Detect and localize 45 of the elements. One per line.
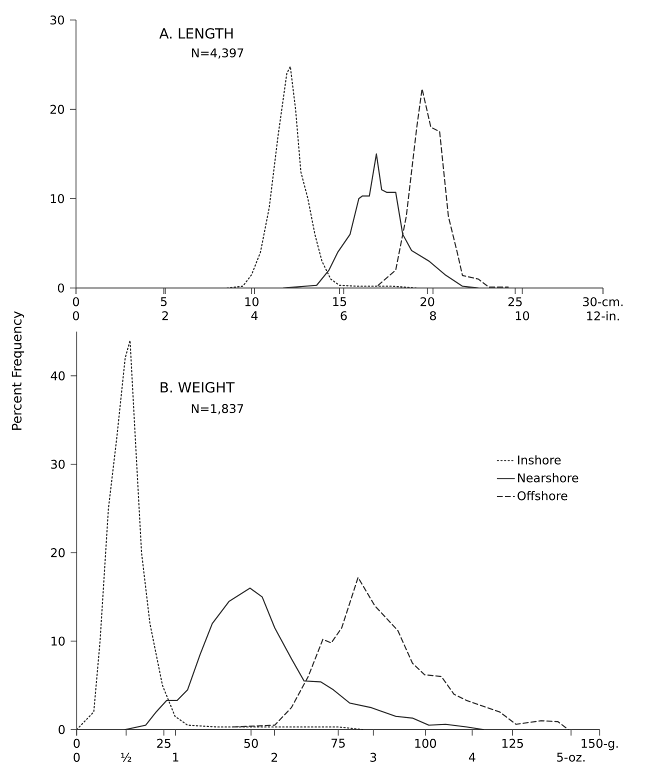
x2-tick-label: 0 xyxy=(72,311,80,320)
x-tick-label: 10 xyxy=(245,297,259,306)
x2-tick-label: 3 xyxy=(370,752,376,762)
x2-tick-label: 0 xyxy=(74,752,80,762)
legend-label: Offshore xyxy=(518,491,568,500)
x2-tick-label: 4 xyxy=(251,311,258,320)
y-tick-label: 10 xyxy=(52,636,65,646)
x-tick-label: 150-g. xyxy=(582,738,618,750)
y-tick-label: 10 xyxy=(50,194,64,204)
x2-tick-label: 2 xyxy=(271,752,278,762)
y-tick-label: 20 xyxy=(51,548,65,558)
x2-tick-label: 12-in. xyxy=(587,311,619,320)
text: B. WEIGHT xyxy=(160,382,235,393)
x-tick-label: 0 xyxy=(72,297,80,306)
chart-title: A. LENGTH xyxy=(159,28,233,39)
y-tick-label: 40 xyxy=(50,371,65,380)
y-axis-title: Percent Frequency xyxy=(12,311,24,430)
y-tick-label: 20 xyxy=(50,104,64,114)
x2-tick-label: ½ xyxy=(121,752,132,762)
y-tick-label: 30 xyxy=(50,15,64,25)
x2-tick-label: 8 xyxy=(430,311,436,320)
y-tick-label: 30 xyxy=(51,460,65,469)
text: N=4,397 xyxy=(192,48,244,59)
y-tick-label: 0 xyxy=(58,283,64,293)
x2-tick-label: 10 xyxy=(516,311,530,320)
x-tick-label: 5 xyxy=(160,297,167,306)
x-tick-label: 25 xyxy=(157,738,170,748)
x-tick-label: 0 xyxy=(74,738,80,748)
x2-tick-label: 4 xyxy=(468,752,476,762)
x-tick-label: 125 xyxy=(502,738,523,748)
x-tick-label: 30-cm. xyxy=(583,297,623,306)
x2-tick-label: 2 xyxy=(162,311,168,320)
x2-tick-label: 1 xyxy=(173,752,178,762)
x2-tick-label: 5-oz. xyxy=(557,752,585,762)
text: N=1,837 xyxy=(192,404,244,414)
x2-tick-label: 6 xyxy=(340,311,347,320)
x-tick-label: 100 xyxy=(415,738,436,748)
y-tick-label: 0 xyxy=(58,725,65,734)
x-tick-label: 50 xyxy=(244,738,258,748)
legend-label: Nearshore xyxy=(518,473,578,482)
x-tick-label: 15 xyxy=(333,297,346,306)
x-tick-label: 25 xyxy=(508,297,522,306)
x-tick-label: 20 xyxy=(420,297,434,306)
legend-label: Inshore xyxy=(518,455,561,464)
x-tick-label: 75 xyxy=(332,738,345,748)
